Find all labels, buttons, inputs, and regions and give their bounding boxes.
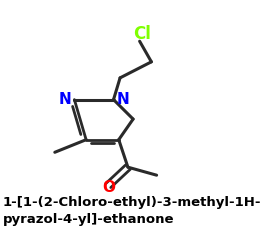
Text: 1-[1-(2-Chloro-ethyl)-3-methyl-1H-: 1-[1-(2-Chloro-ethyl)-3-methyl-1H-	[3, 196, 261, 209]
Text: O: O	[102, 180, 115, 195]
Text: N: N	[116, 92, 129, 107]
Text: Cl: Cl	[133, 25, 151, 43]
Text: N: N	[59, 92, 72, 107]
Text: pyrazol-4-yl]-ethanone: pyrazol-4-yl]-ethanone	[3, 213, 174, 226]
